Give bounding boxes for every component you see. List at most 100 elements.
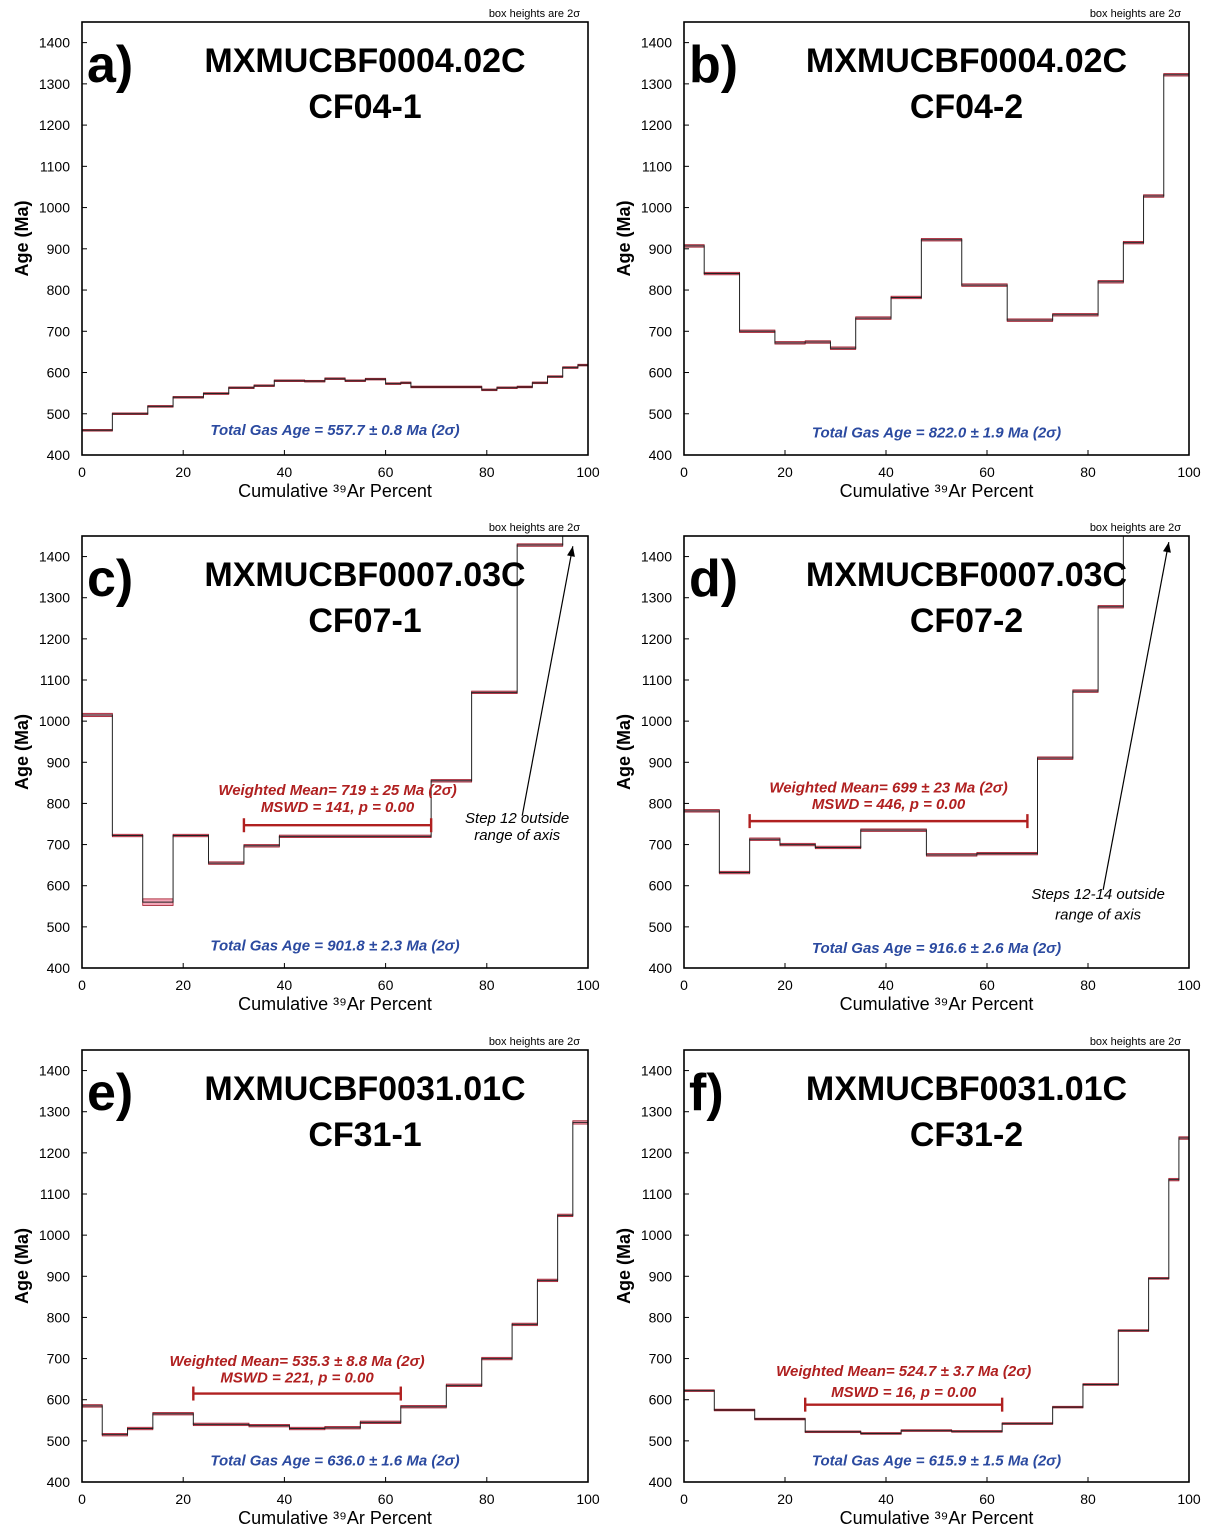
x-tick-label: 20 (175, 977, 191, 993)
y-tick-label: 1100 (40, 158, 70, 174)
y-tick-label: 700 (47, 1351, 71, 1367)
y-tick-label: 1000 (641, 713, 672, 729)
y-tick-label: 1400 (39, 35, 70, 51)
y-tick-label: 1400 (39, 1063, 70, 1079)
x-axis-label: Cumulative ³⁹Ar Percent (840, 481, 1034, 501)
sample-title: MXMUCBF0007.03C (806, 556, 1127, 594)
x-axis-label: Cumulative ³⁹Ar Percent (238, 1508, 432, 1528)
sample-subtitle: CF07-2 (910, 602, 1023, 640)
age-spectrum-panel-b: 400 500 600 700 800 900 1000 1100 1200 1300 1400 0 2… (614, 8, 1201, 501)
sample-title: MXMUCBF0007.03C (204, 556, 525, 594)
outside-range-note: range of axis (1055, 906, 1141, 923)
x-tick-label: 80 (1080, 977, 1096, 993)
plot-frame (81, 535, 589, 969)
x-tick-label: 20 (777, 464, 793, 480)
x-tick-label: 0 (680, 464, 688, 480)
x-tick-label: 0 (78, 977, 86, 993)
sample-title: MXMUCBF0031.01C (806, 1070, 1127, 1108)
arrow-icon (521, 546, 575, 816)
plot-frame (81, 1049, 589, 1483)
y-tick-label: 400 (47, 447, 71, 463)
x-axis-label: Cumulative ³⁹Ar Percent (238, 481, 432, 501)
y-tick-label: 900 (47, 754, 71, 770)
x-tick-label: 60 (979, 1491, 995, 1507)
y-axis-label: Age (Ma) (614, 714, 634, 790)
x-tick-label: 100 (1177, 1491, 1201, 1507)
total-gas-age: Total Gas Age = 557.7 ± 0.8 Ma (2σ) (210, 422, 459, 439)
y-tick-label: 500 (649, 1433, 673, 1449)
total-gas-age: Total Gas Age = 636.0 ± 1.6 Ma (2σ) (210, 1453, 459, 1470)
y-tick-label: 1100 (40, 1186, 70, 1202)
y-tick-label: 600 (649, 878, 673, 894)
sample-subtitle: CF31-2 (910, 1116, 1023, 1154)
y-tick-label: 1200 (641, 117, 672, 133)
y-tick-label: 400 (649, 1474, 673, 1490)
sample-subtitle: CF07-1 (308, 602, 421, 640)
outside-range-note: Step 12 outside (465, 810, 569, 827)
box-height-note: box heights are 2σ (1090, 8, 1181, 20)
x-axis-label: Cumulative ³⁹Ar Percent (840, 994, 1034, 1014)
box-height-note: box heights are 2σ (1090, 1036, 1181, 1048)
y-tick-label: 700 (47, 837, 71, 853)
plot-frame (81, 21, 589, 456)
y-tick-label: 1200 (39, 1145, 70, 1161)
plateau-bar (192, 1386, 402, 1401)
y-tick-label: 500 (649, 406, 673, 422)
y-tick-label: 400 (47, 960, 71, 976)
x-tick-label: 100 (576, 1491, 600, 1507)
panel-letter: d) (689, 550, 738, 608)
x-tick-label: 40 (878, 977, 894, 993)
y-tick-label: 800 (649, 1309, 673, 1325)
age-spectrum-panel-a: 400 500 600 700 800 900 1000 1100 1200 1300 1400 0 2… (12, 8, 600, 501)
age-spectrum-panel-f: 400 500 600 700 800 900 1000 1100 1200 1300 1400 0 2… (614, 1036, 1201, 1528)
total-gas-age: Total Gas Age = 822.0 ± 1.9 Ma (2σ) (812, 425, 1061, 442)
y-tick-label: 1300 (641, 590, 672, 606)
x-axis-label: Cumulative ³⁹Ar Percent (238, 994, 432, 1014)
x-tick-label: 0 (680, 1491, 688, 1507)
x-tick-label: 60 (378, 977, 394, 993)
y-tick-label: 1100 (642, 672, 672, 688)
panel-letter: e) (87, 1064, 133, 1122)
x-tick-label: 40 (878, 1491, 894, 1507)
x-tick-label: 60 (378, 1491, 394, 1507)
sample-title: MXMUCBF0031.01C (204, 1070, 525, 1108)
y-tick-label: 1200 (641, 631, 672, 647)
x-tick-label: 100 (1177, 977, 1201, 993)
age-spectrum-panel-d: 400 500 600 700 800 900 1000 1100 1200 1300 1400 0 2… (614, 522, 1201, 1014)
y-tick-label: 1000 (39, 713, 70, 729)
y-tick-label: 600 (47, 1392, 71, 1408)
y-tick-label: 600 (47, 878, 71, 894)
x-tick-label: 100 (576, 977, 600, 993)
y-tick-label: 1300 (39, 76, 70, 92)
x-tick-label: 80 (1080, 464, 1096, 480)
x-tick-label: 80 (479, 977, 495, 993)
box-height-note: box heights are 2σ (489, 8, 580, 20)
weighted-mean-label: Weighted Mean= 699 ± 23 Ma (2σ) (769, 779, 1007, 796)
y-tick-label: 900 (47, 1268, 71, 1284)
y-tick-label: 800 (47, 282, 71, 298)
y-tick-label: 400 (47, 1474, 71, 1490)
outside-range-note: Steps 12-14 outside (1031, 886, 1164, 903)
y-tick-label: 1400 (641, 1063, 672, 1079)
y-tick-label: 500 (649, 919, 673, 935)
total-gas-age: Total Gas Age = 916.6 ± 2.6 Ma (2σ) (812, 940, 1061, 957)
weighted-mean-label: Weighted Mean= 719 ± 25 Ma (2σ) (218, 782, 456, 799)
x-tick-label: 20 (175, 464, 191, 480)
step-line (82, 364, 588, 431)
mswd-label: MSWD = 446, p = 0.00 (812, 796, 966, 813)
y-tick-label: 700 (649, 1351, 673, 1367)
y-tick-label: 900 (47, 241, 71, 257)
y-tick-label: 500 (47, 406, 71, 422)
panel-letter: c) (87, 550, 133, 608)
sample-subtitle: CF04-2 (910, 88, 1023, 126)
mswd-label: MSWD = 16, p = 0.00 (831, 1384, 977, 1401)
y-tick-label: 1300 (641, 1104, 672, 1120)
total-gas-age: Total Gas Age = 901.8 ± 2.3 Ma (2σ) (210, 938, 459, 955)
step-line (684, 1137, 1189, 1434)
x-tick-label: 0 (680, 977, 688, 993)
plateau-bar (748, 814, 1029, 829)
x-tick-label: 80 (1080, 1491, 1096, 1507)
y-axis-label: Age (Ma) (614, 1228, 634, 1304)
weighted-mean-label: Weighted Mean= 535.3 ± 8.8 Ma (2σ) (170, 1353, 425, 1370)
mswd-label: MSWD = 221, p = 0.00 (220, 1369, 374, 1386)
